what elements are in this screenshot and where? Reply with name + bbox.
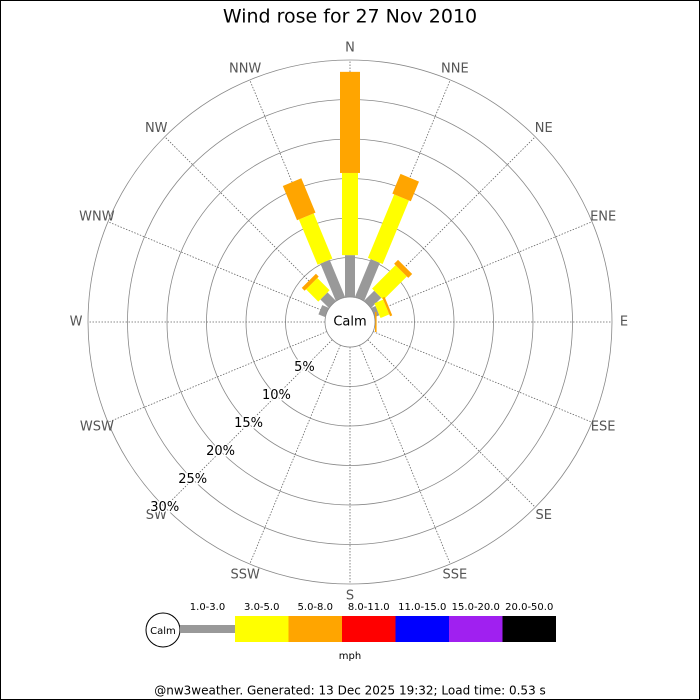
bar-segment: [392, 173, 419, 202]
legend-label: 20.0-50.0: [505, 602, 553, 613]
legend-swatch: [342, 616, 396, 642]
spoke: [107, 221, 328, 313]
bar-segment: [364, 290, 382, 308]
legend-label: 15.0-20.0: [452, 602, 500, 613]
direction-label: NNW: [229, 61, 261, 76]
bar-segment: [382, 296, 393, 317]
calm-label: Calm: [333, 315, 366, 330]
legend-calm-label: Calm: [150, 626, 176, 637]
bar-segment: [345, 255, 355, 297]
direction-label: SSW: [230, 568, 260, 583]
bar-segment: [371, 305, 380, 318]
ring: [87, 59, 613, 585]
ring-label: 10%: [262, 388, 291, 403]
direction-label: SE: [536, 508, 552, 523]
legend-swatch: [235, 616, 289, 642]
direction-label: SSE: [442, 568, 467, 583]
direction-label: N: [345, 41, 355, 56]
legend-swatch: [502, 616, 556, 642]
bar-segment: [305, 277, 330, 302]
legend-swatch: [288, 616, 342, 642]
ring-label: 25%: [178, 472, 207, 487]
spoke: [249, 344, 341, 565]
spoke: [372, 331, 593, 423]
bar-segment: [282, 178, 316, 221]
bar-segment: [367, 194, 409, 265]
bar-segment: [374, 299, 390, 319]
legend-swatch: [395, 616, 449, 642]
direction-label: ENE: [590, 210, 616, 225]
bar-segment: [340, 71, 360, 173]
direction-label: WSW: [80, 419, 114, 434]
spoke: [164, 136, 333, 305]
legend-label: 8.0-11.0: [348, 602, 390, 613]
bar-segment: [394, 259, 413, 278]
spoke: [107, 331, 328, 423]
bar-segment: [298, 213, 333, 265]
direction-label: WNW: [79, 210, 115, 225]
bar-segment: [320, 259, 346, 301]
direction-label: NE: [535, 121, 553, 136]
legend-swatch: [180, 625, 235, 633]
ring-label: 5%: [294, 360, 315, 375]
legend-unit: mph: [339, 651, 361, 662]
direction-label: W: [70, 315, 83, 330]
bar-segment: [342, 172, 358, 256]
spoke: [367, 339, 536, 508]
direction-label: NNE: [441, 61, 469, 76]
direction-label: S: [346, 589, 354, 604]
bar-segment: [354, 259, 380, 301]
ring-label: 20%: [206, 444, 235, 459]
legend-swatch: [449, 616, 503, 642]
spoke: [372, 221, 593, 313]
ring-label: 15%: [234, 416, 263, 431]
direction-label: ESE: [591, 419, 616, 434]
legend-label: 3.0-5.0: [244, 602, 279, 613]
bar-segment: [320, 292, 336, 308]
bar-segment: [301, 273, 319, 291]
footer: @nw3weather. Generated: 13 Dec 2025 19:3…: [154, 684, 546, 698]
calm-circle: [324, 296, 376, 348]
bar-segment: [374, 312, 377, 332]
legend-label: 1.0-3.0: [190, 602, 225, 613]
spoke: [164, 339, 333, 508]
direction-label: E: [620, 315, 628, 330]
direction-label: NW: [145, 121, 168, 136]
ring-label: 30%: [150, 500, 179, 515]
direction-label: SW: [146, 508, 167, 523]
legend-label: 11.0-15.0: [398, 602, 446, 613]
bar-segment: [372, 265, 407, 300]
legend-label: 5.0-8.0: [298, 602, 333, 613]
spoke: [359, 344, 451, 565]
chart-title: Wind rose for 27 Nov 2010: [223, 6, 477, 28]
